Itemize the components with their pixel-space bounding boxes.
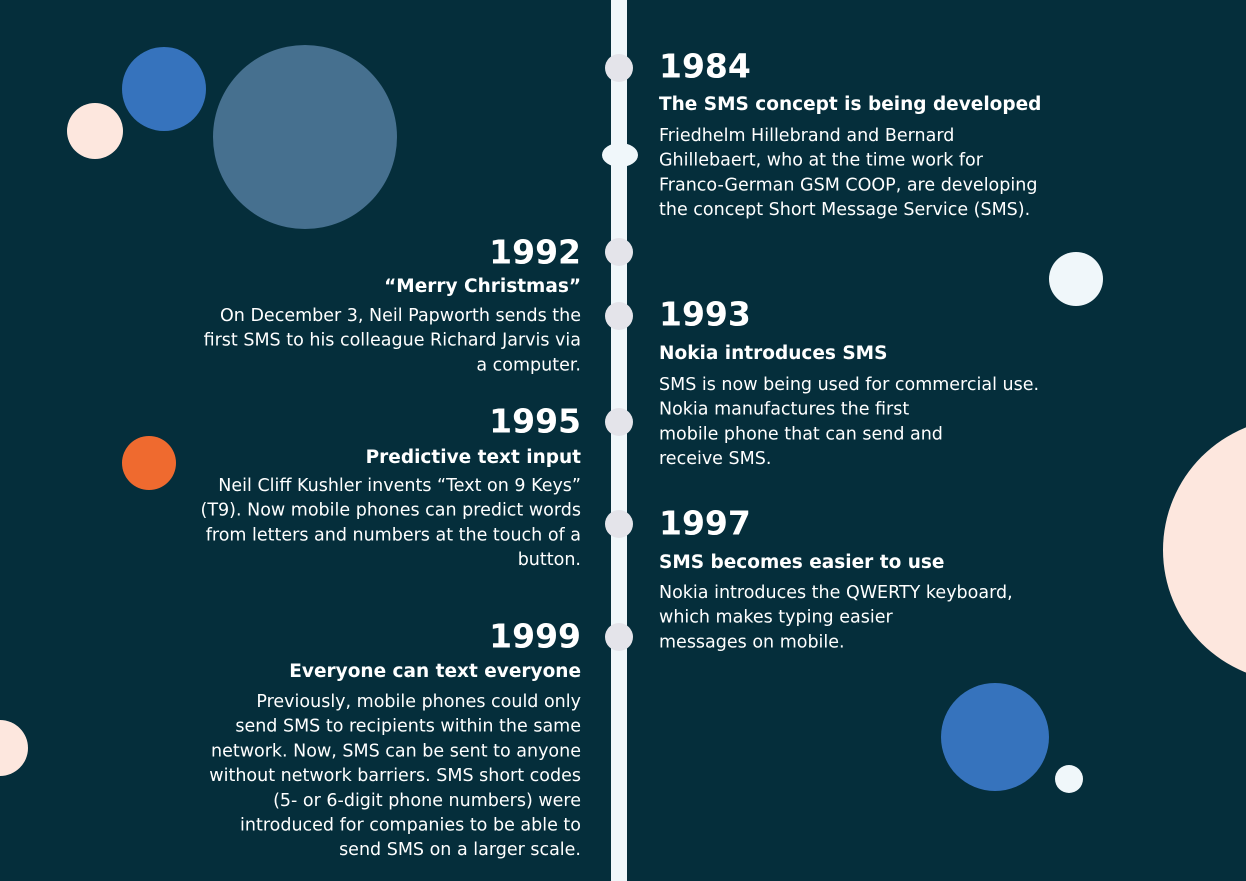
event-text: from letters and numbers at the touch of… (206, 525, 581, 545)
event-text: the concept Short Message Service (SMS). (659, 200, 1030, 220)
event-text: Previously, mobile phones could only (256, 692, 581, 712)
event-title: Predictive text input (366, 447, 582, 468)
event-text: without network barriers. SMS short code… (209, 766, 581, 786)
event-text: On December 3, Neil Papworth sends the (220, 306, 581, 326)
event-year: 1993 (659, 295, 751, 334)
event-year: 1995 (489, 402, 581, 441)
event-text: Ghillebaert, who at the time work for (659, 151, 984, 171)
event-text: Neil Cliff Kushler invents “Text on 9 Ke… (218, 476, 581, 496)
event-year: 1997 (659, 504, 751, 543)
event-text: (5- or 6-digit phone numbers) were (273, 791, 581, 811)
event-year: 1992 (489, 233, 581, 272)
decor-circle (1163, 427, 1246, 673)
decor-circle (213, 45, 397, 229)
event-text: Franco-German GSM COOP, are developing (659, 175, 1037, 195)
event-text: network. Now, SMS can be sent to anyone (211, 741, 581, 761)
event-title: The SMS concept is being developed (659, 94, 1041, 115)
timeline-axis (611, 0, 627, 881)
event-title: Everyone can text everyone (289, 661, 581, 682)
timeline-dot (605, 54, 633, 82)
timeline-dot (605, 408, 633, 436)
event-text: Friedhelm Hillebrand and Bernard (659, 126, 954, 146)
event-title: Nokia introduces SMS (659, 343, 887, 364)
event-year: 1999 (489, 617, 581, 656)
event-year: 1984 (659, 47, 751, 86)
event-text: button. (518, 550, 581, 570)
decor-circle (0, 720, 28, 776)
event-text: send SMS on a larger scale. (339, 840, 581, 860)
event-text: Nokia introduces the QWERTY keyboard, (659, 583, 1013, 603)
decor-circle (122, 47, 206, 131)
event-text: Nokia manufactures the first (659, 400, 909, 420)
decor-circle (1055, 765, 1083, 793)
event-text: send SMS to recipients within the same (235, 717, 581, 737)
timeline-dot (605, 510, 633, 538)
decor-circle (941, 683, 1049, 791)
timeline-dot (605, 623, 633, 651)
timeline-dot (605, 302, 633, 330)
event-title: SMS becomes easier to use (659, 552, 944, 573)
event-text: which makes typing easier (659, 608, 893, 628)
decor-circle (1049, 252, 1103, 306)
event-text: introduced for companies to be able to (240, 816, 581, 836)
decor-circle (67, 103, 123, 159)
event-text: a computer. (476, 355, 581, 375)
event-text: messages on mobile. (659, 632, 845, 652)
axis-knot (602, 143, 638, 167)
event-text: SMS is now being used for commercial use… (659, 375, 1039, 395)
timeline-dot (605, 238, 633, 266)
decor-circle (122, 436, 176, 490)
event-text: mobile phone that can send and (659, 424, 943, 444)
event-title: “Merry Christmas” (384, 276, 581, 297)
event-text: (T9). Now mobile phones can predict word… (201, 501, 581, 521)
event-text: receive SMS. (659, 449, 771, 469)
event-text: first SMS to his colleague Richard Jarvi… (204, 331, 581, 351)
